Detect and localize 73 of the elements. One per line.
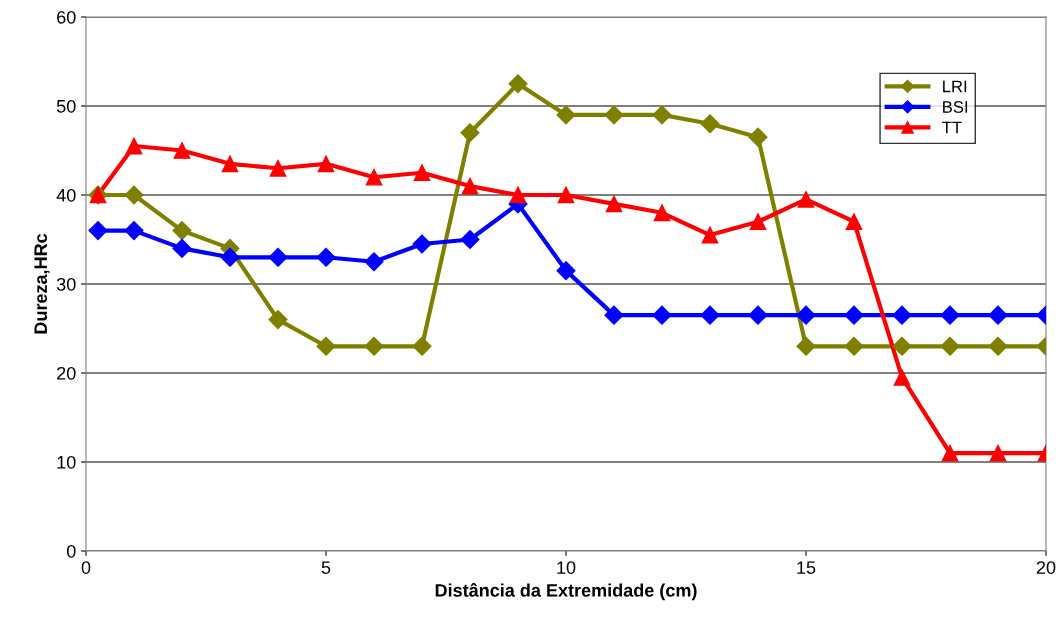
point — [844, 305, 864, 325]
y-tick-label: 20 — [57, 366, 76, 380]
point — [796, 305, 816, 325]
point — [412, 234, 432, 254]
point — [940, 336, 960, 356]
point — [652, 105, 672, 125]
y-axis-title: Dureza,HRc — [34, 233, 50, 334]
point — [748, 127, 768, 147]
point — [364, 252, 384, 272]
legend-label: BSI — [943, 101, 968, 113]
point — [221, 155, 239, 173]
point — [988, 305, 1008, 325]
point — [796, 336, 816, 356]
point — [892, 305, 912, 325]
point — [413, 164, 431, 182]
point — [892, 336, 912, 356]
point — [844, 336, 864, 356]
point — [316, 247, 336, 267]
x-tick-label: 5 — [321, 561, 331, 574]
point — [461, 177, 479, 195]
point — [556, 261, 576, 281]
point — [941, 444, 959, 462]
point — [653, 204, 671, 222]
point — [365, 168, 383, 186]
point — [268, 310, 288, 330]
y-tick-label: 10 — [57, 455, 76, 469]
x-tick-label: 15 — [797, 561, 816, 574]
point — [88, 221, 108, 241]
point — [700, 114, 720, 134]
point — [317, 155, 335, 173]
point — [797, 191, 815, 208]
point — [269, 159, 287, 177]
x-axis-title: Distância da Extremidade (cm) — [435, 583, 697, 601]
point — [989, 444, 1007, 462]
point — [509, 186, 527, 204]
point — [460, 229, 480, 250]
point — [748, 305, 768, 325]
y-tick-label: 60 — [57, 10, 76, 24]
point — [604, 105, 624, 125]
point — [604, 305, 624, 325]
point — [700, 305, 720, 325]
point — [605, 195, 623, 213]
point — [556, 105, 576, 125]
x-tick-label: 20 — [1036, 561, 1056, 574]
point — [557, 186, 575, 204]
point — [988, 336, 1008, 356]
point — [652, 305, 672, 325]
y-tick-label: 0 — [66, 544, 76, 558]
point — [125, 137, 143, 155]
point — [460, 123, 480, 143]
point — [173, 142, 191, 159]
y-tick-label: 50 — [56, 99, 76, 113]
point — [220, 247, 240, 267]
point — [893, 369, 911, 386]
y-tick-label: 40 — [56, 188, 76, 202]
x-tick-label: 10 — [557, 561, 576, 574]
legend-label: TT — [942, 121, 962, 134]
point — [940, 305, 960, 325]
legend-label: LRI — [943, 80, 967, 93]
point — [172, 221, 192, 241]
point — [172, 238, 192, 258]
point — [508, 74, 528, 94]
point — [124, 221, 144, 241]
x-tick-label: 0 — [81, 561, 91, 574]
point — [364, 336, 384, 356]
point — [701, 226, 719, 244]
point — [124, 185, 144, 205]
point — [749, 213, 767, 231]
point — [412, 336, 432, 356]
point — [316, 336, 336, 356]
point — [845, 213, 863, 231]
point — [268, 247, 288, 267]
y-tick-label: 30 — [56, 277, 76, 291]
